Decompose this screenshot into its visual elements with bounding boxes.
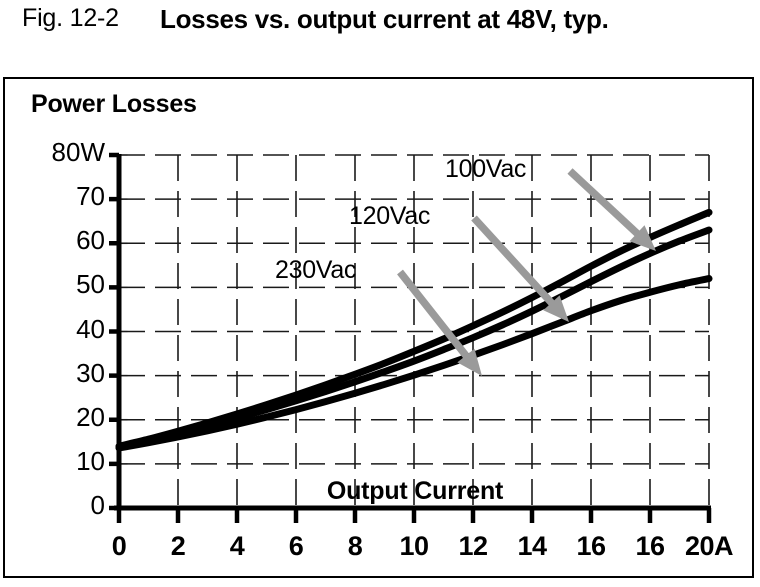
x-axis-tick-label: 6 [288, 531, 304, 561]
annotation-arrow-shaft-230vac [397, 269, 472, 362]
annotation-arrow-shaft-100vac [567, 168, 643, 239]
y-axis-tick-label: 0 [90, 490, 105, 520]
y-axis-tick-label: 10 [76, 445, 105, 476]
figure-title: Losses vs. output current at 48V, typ. [160, 4, 609, 34]
data-curve-230vac [115, 275, 713, 452]
data-curves-group [115, 208, 713, 452]
figure-number: Fig. 12-2 [22, 4, 119, 32]
x-axis-tick-label: 16 [635, 531, 665, 561]
x-axis-tick-label: 14 [517, 531, 547, 561]
x-axis-tick-label: 16 [576, 531, 606, 561]
chart-x-axis-title: Output Current [326, 477, 504, 505]
annotation-arrow-head-100vac [629, 225, 656, 251]
annotation-arrows-group [397, 168, 656, 376]
y-axis-tick-label: 50 [76, 269, 105, 300]
x-axis-tick-label: 12 [458, 531, 488, 561]
y-axis-tick-label: 60 [76, 225, 105, 256]
data-curve-120vac [115, 226, 713, 451]
x-axis-tick-label: 20A [684, 531, 734, 561]
chart-frame: Power Losses 80W 70 60 50 40 30 20 10 0 0 2 4 6 8 10 12… [3, 77, 754, 578]
y-axis-tick-label: 30 [76, 357, 105, 388]
figure-caption: Fig. 12-2 Losses vs. output current at 4… [0, 0, 760, 77]
y-axis-tick-label: 70 [76, 181, 105, 212]
x-axis-tick-label: 10 [399, 531, 429, 561]
y-axis-tick-label: 20 [76, 401, 105, 432]
plot-surface [109, 152, 713, 523]
x-axis-tick-label: 2 [170, 531, 186, 561]
annotation-arrow-head-230vac [457, 348, 482, 376]
y-axis-tick-label: 80W [51, 137, 105, 167]
x-axis-tick-label: 0 [111, 531, 127, 561]
axes-group [109, 152, 712, 523]
x-axis-tick-label: 4 [229, 531, 245, 561]
chart-y-axis-title: Power Losses [31, 90, 197, 118]
series-annotation-230vac: 230Vac [275, 256, 357, 284]
x-axis-tick-label: 8 [347, 531, 363, 561]
y-axis-tick-label: 40 [76, 313, 105, 344]
series-annotation-120vac: 120Vac [349, 202, 431, 230]
series-annotation-100vac: 100Vac [445, 155, 527, 183]
annotation-arrow-shaft-120vac [471, 215, 557, 309]
annotation-arrow-head-120vac [543, 295, 569, 322]
